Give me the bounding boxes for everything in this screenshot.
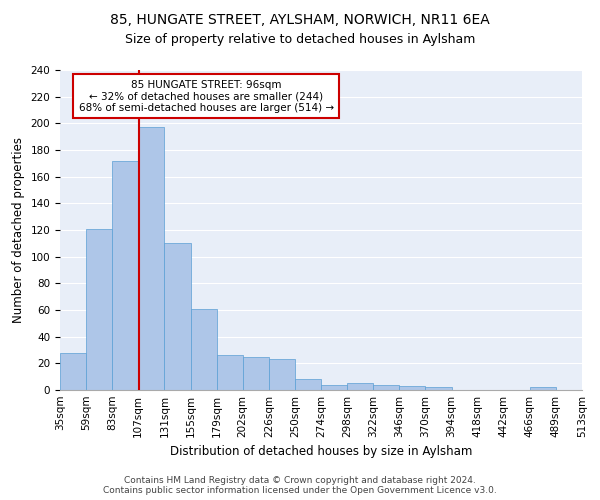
Bar <box>373 384 400 390</box>
Text: Contains HM Land Registry data © Crown copyright and database right 2024.
Contai: Contains HM Land Registry data © Crown c… <box>103 476 497 495</box>
Bar <box>164 244 191 390</box>
Bar <box>295 380 321 390</box>
Text: 85 HUNGATE STREET: 96sqm
← 32% of detached houses are smaller (244)
68% of semi-: 85 HUNGATE STREET: 96sqm ← 32% of detach… <box>79 80 334 113</box>
X-axis label: Distribution of detached houses by size in Aylsham: Distribution of detached houses by size … <box>170 446 472 458</box>
Bar <box>400 386 425 390</box>
Y-axis label: Number of detached properties: Number of detached properties <box>12 137 25 323</box>
Bar <box>60 352 86 390</box>
Bar <box>321 384 347 390</box>
Bar <box>347 384 373 390</box>
Bar <box>242 356 269 390</box>
Bar <box>530 388 556 390</box>
Bar <box>139 128 164 390</box>
Bar <box>191 308 217 390</box>
Text: 85, HUNGATE STREET, AYLSHAM, NORWICH, NR11 6EA: 85, HUNGATE STREET, AYLSHAM, NORWICH, NR… <box>110 12 490 26</box>
Bar <box>86 228 112 390</box>
Text: Size of property relative to detached houses in Aylsham: Size of property relative to detached ho… <box>125 32 475 46</box>
Bar <box>112 160 139 390</box>
Bar <box>269 360 295 390</box>
Bar <box>425 388 452 390</box>
Bar <box>217 356 243 390</box>
